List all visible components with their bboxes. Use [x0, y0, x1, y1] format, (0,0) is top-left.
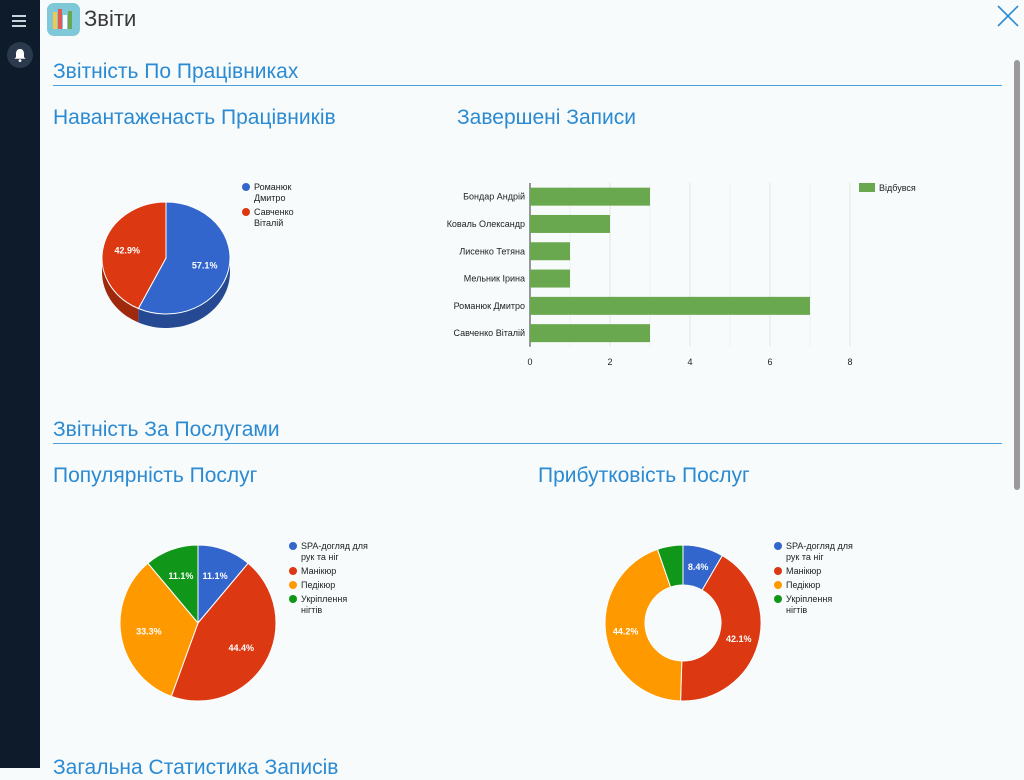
slice-percent-label: 42.1%: [726, 634, 752, 644]
legend-label: SPA-догляд для рук та ніг: [301, 541, 368, 562]
pie-slice[interactable]: [656, 544, 684, 588]
legend-label: Педікюр: [786, 580, 820, 590]
slice-percent-label: 42.9%: [115, 245, 141, 255]
chart-title-profitability: Прибутковість Послуг: [538, 464, 750, 487]
slice-percent-label: 44.4%: [228, 643, 254, 653]
scrollbar-thumb[interactable]: [1014, 60, 1020, 490]
page-title: Звіти: [84, 6, 137, 31]
bar[interactable]: [530, 214, 610, 233]
section-divider: [53, 443, 1002, 444]
bar[interactable]: [530, 187, 650, 206]
legend-marker: [774, 595, 782, 603]
slice-percent-label: 44.2%: [613, 627, 639, 637]
legend-label: Манікюр: [301, 566, 336, 576]
pie-slice[interactable]: [137, 201, 231, 315]
legend-marker: [242, 208, 250, 216]
popularity-pie-chart: 11.1% 44.4% 33.3% 11.1% SPA-догляд для рук та…: [119, 541, 368, 702]
pie-slice[interactable]: [604, 548, 683, 702]
profitability-donut-chart: 8.4% 42.1% 44.2% SPA-догляд для рук та ніг Ма…: [604, 541, 853, 702]
legend-label: Укріплення нігтів: [786, 594, 832, 615]
pie-slice[interactable]: [170, 562, 277, 702]
bar[interactable]: [530, 296, 810, 315]
close-icon[interactable]: [996, 4, 1020, 28]
section-title-general: Загальна Статистика Записів: [53, 756, 339, 779]
pie-slice[interactable]: [147, 544, 199, 625]
legend-label: Манікюр: [786, 566, 821, 576]
legend-marker: [289, 581, 297, 589]
sidebar: [0, 0, 40, 768]
legend-marker: [774, 581, 782, 589]
bar[interactable]: [530, 269, 570, 288]
completed-bar-chart: 0 2 4 6 8 Бондар Андрій Коваль Олександр Лисенк…: [447, 183, 916, 367]
slice-percent-label: 57.1%: [192, 261, 218, 271]
menu-icon[interactable]: [12, 14, 28, 28]
legend-label: SPA-догляд для рук та ніг: [786, 541, 853, 562]
pie-slice[interactable]: [119, 562, 199, 697]
category-label: Мельник Ірина: [464, 274, 525, 284]
category-label: Романюк Дмитро: [454, 301, 525, 311]
pie-slice-side: [138, 258, 230, 328]
chart-title-popularity: Популярність Послуг: [53, 464, 258, 487]
slice-percent-label: 11.1%: [203, 571, 228, 581]
category-label: Бондар Андрій: [463, 192, 525, 202]
legend-label: Романюк Дмитро: [254, 182, 292, 203]
legend-marker: [289, 595, 297, 603]
section-title-services: Звітність За Послугами: [53, 418, 280, 441]
pie-slice-side: [102, 258, 139, 323]
x-tick-label: 8: [847, 357, 852, 367]
scrollbar[interactable]: [1012, 40, 1022, 768]
legend-marker: [289, 542, 297, 550]
x-tick-label: 2: [607, 357, 612, 367]
legend-marker: [289, 567, 297, 575]
section-title-employees: Звітність По Працівниках: [53, 60, 299, 83]
bar[interactable]: [530, 242, 570, 261]
legend-marker: [774, 542, 782, 550]
chart-title-completed: Завершені Записи: [457, 106, 636, 129]
legend-marker: [242, 183, 250, 191]
slice-percent-label: 11.1%: [168, 571, 193, 581]
category-label: Лисенко Тетяна: [459, 246, 525, 256]
reports-logo-icon: [47, 3, 80, 36]
pie-slice[interactable]: [680, 554, 762, 702]
legend-label: Укріплення нігтів: [301, 594, 347, 615]
chart-title-workload: Навантаженасть Працівників: [53, 106, 336, 129]
bar[interactable]: [530, 324, 650, 343]
slice-percent-label: 8.4%: [688, 562, 709, 572]
pie-slice[interactable]: [101, 201, 167, 310]
x-tick-label: 0: [527, 357, 532, 367]
workload-pie-chart: 57.1% 42.9% Романюк Дмитро Савченко Віталій: [101, 182, 294, 328]
legend-marker: [859, 183, 875, 192]
legend-marker: [774, 567, 782, 575]
x-tick-label: 6: [767, 357, 772, 367]
x-tick-label: 4: [687, 357, 692, 367]
slice-percent-label: 33.3%: [136, 627, 162, 637]
category-label: Коваль Олександр: [447, 219, 525, 229]
bell-icon[interactable]: [7, 42, 33, 68]
category-label: Савченко Віталій: [454, 328, 526, 338]
section-divider: [53, 85, 1002, 86]
legend-label: Відбувся: [879, 183, 916, 193]
legend-label: Савченко Віталій: [254, 207, 294, 228]
legend-label: Педікюр: [301, 580, 335, 590]
